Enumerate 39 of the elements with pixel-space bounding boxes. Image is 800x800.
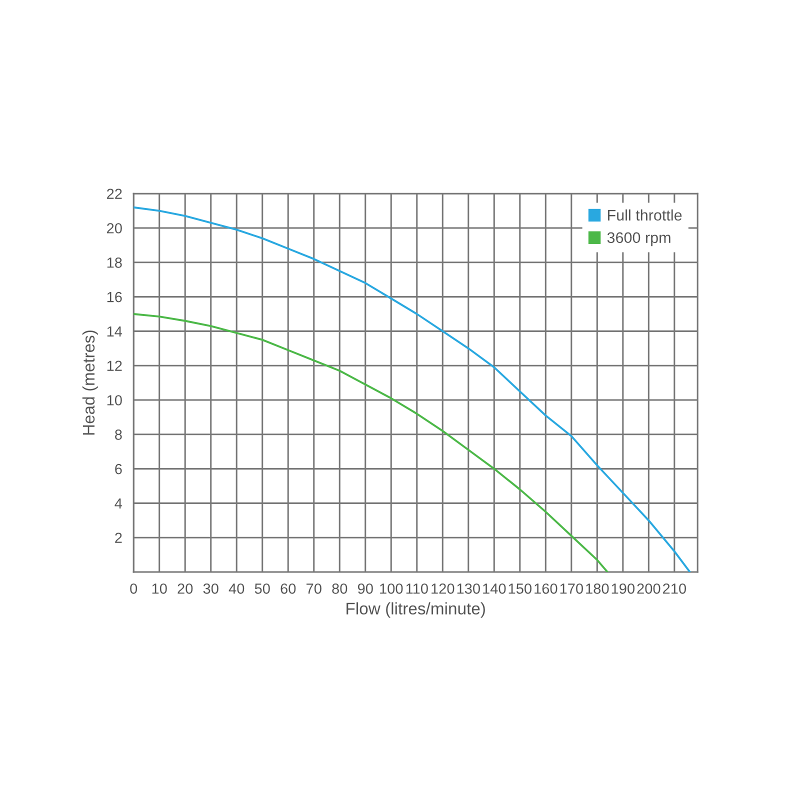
y-tick-label: 2: [115, 532, 122, 543]
x-tick-label: 70: [306, 583, 322, 594]
x-tick-label: 110: [406, 583, 428, 594]
x-tick-label: 170: [560, 583, 584, 594]
x-tick-label: 120: [432, 583, 454, 594]
y-tick-label: 6: [115, 464, 122, 474]
x-axis-title: Flow (litres/minute): [346, 602, 485, 618]
x-tick-label: 10: [152, 583, 167, 594]
x-tick-label: 30: [203, 583, 218, 594]
x-tick-label: 130: [457, 583, 480, 594]
y-tick-label: 22: [107, 188, 122, 199]
y-tick-label: 12: [107, 360, 122, 371]
x-tick-label: 50: [254, 583, 270, 594]
x-tick-label: 80: [332, 583, 348, 594]
x-tick-label: 20: [178, 583, 193, 594]
x-tick-label: 180: [586, 583, 609, 594]
legend-label: Full throttle: [608, 209, 682, 221]
y-tick-label: 16: [107, 292, 122, 302]
x-tick-label: 40: [228, 583, 244, 594]
line-series: [134, 313, 608, 572]
legend-label: 3600 rpm: [607, 232, 670, 246]
y-axis-title: Head (metres): [82, 330, 98, 435]
line-series: [134, 206, 691, 572]
y-tick-label: 10: [107, 395, 122, 406]
x-tick-label: 90: [358, 583, 373, 594]
x-tick-label: 210: [662, 583, 686, 594]
y-tick-label: 8: [115, 430, 122, 440]
x-tick-label: 200: [637, 583, 660, 594]
y-tick-label: 4: [114, 498, 122, 508]
x-tick-label: 0: [130, 583, 138, 594]
x-tick-label: 60: [280, 583, 296, 594]
x-tick-label: 190: [612, 583, 635, 594]
x-tick-label: 150: [508, 583, 532, 594]
x-tick-label: 140: [483, 583, 506, 594]
x-tick-label: 160: [534, 583, 558, 594]
y-tick-label: 20: [107, 223, 122, 234]
y-tick-label: 18: [107, 258, 122, 268]
y-tick-label: 14: [107, 326, 122, 336]
x-tick-label: 100: [380, 583, 403, 594]
